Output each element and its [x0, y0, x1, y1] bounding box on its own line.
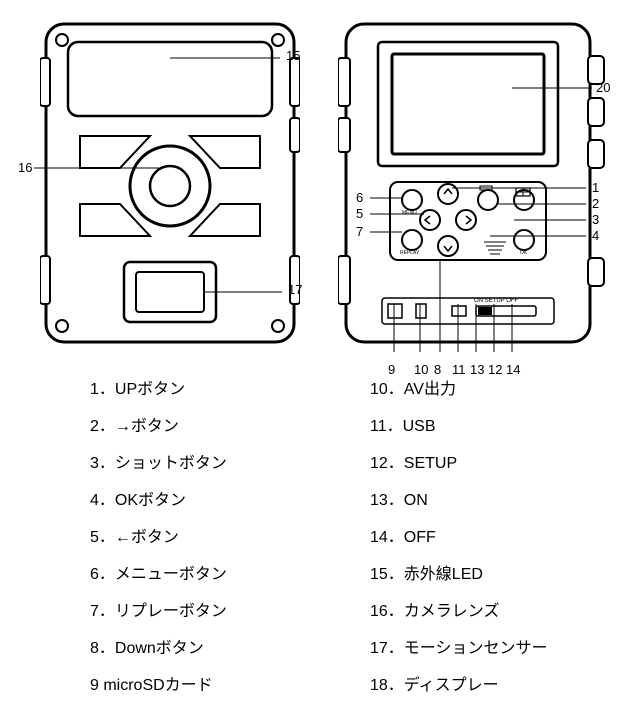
legend-item: 9 microSDカード	[90, 678, 227, 694]
callout-number: 4	[592, 228, 599, 243]
legend-item: 1．UPボタン	[90, 382, 227, 398]
legend-item: 4．OKボタン	[90, 493, 227, 509]
callout-number: 16	[18, 160, 32, 175]
legend-item: 12．SETUP	[370, 456, 547, 472]
legend-item: 15．赤外線LED	[370, 567, 547, 583]
legend-item: 3．ショットボタン	[90, 456, 227, 472]
callout-number: 12	[488, 362, 502, 377]
callout-number: 6	[356, 190, 363, 205]
legend-item: 7．リプレーボタン	[90, 604, 227, 620]
legend-item: 18．ディスプレー	[370, 678, 547, 694]
callout-number: 3	[592, 212, 599, 227]
legend-item: 16．カメラレンズ	[370, 604, 547, 620]
diagram-canvas: MENU REPLAY OK ON SETUP OFF 151617201234…	[0, 0, 640, 728]
callout-number: 20	[596, 80, 610, 95]
callout-number: 13	[470, 362, 484, 377]
legend-item: 2．→ボタン	[90, 419, 227, 435]
legend-item: 14．OFF	[370, 530, 547, 546]
callout-number: 5	[356, 206, 363, 221]
callout-number: 1	[592, 180, 599, 195]
callout-number: 17	[288, 282, 302, 297]
legend-item: 13．ON	[370, 493, 547, 509]
callout-number: 7	[356, 224, 363, 239]
callout-number: 8	[434, 362, 441, 377]
legend-item: 17．モーションセンサー	[370, 641, 547, 657]
callout-number: 14	[506, 362, 520, 377]
legend-item: 11．USB	[370, 419, 547, 435]
callout-number: 2	[592, 196, 599, 211]
legend-col-right: 10．AV出力 11．USB 12．SETUP 13．ON 14．OFF 15．赤外線LE…	[370, 382, 547, 715]
callout-number: 11	[452, 362, 466, 377]
legend-item: 8．Downボタン	[90, 641, 227, 657]
callout-number: 10	[414, 362, 428, 377]
legend-item: 6．メニューボタン	[90, 567, 227, 583]
legend-item: 5．←ボタン	[90, 530, 227, 546]
callout-number: 15	[286, 48, 300, 63]
legend-item: 10．AV出力	[370, 382, 547, 398]
legend-col-left: 1．UPボタン 2．→ボタン 3．ショットボタン 4．OKボタン 5．←ボタン 6．メニュ…	[90, 382, 227, 715]
callout-number: 9	[388, 362, 395, 377]
callout-lines	[0, 0, 640, 380]
